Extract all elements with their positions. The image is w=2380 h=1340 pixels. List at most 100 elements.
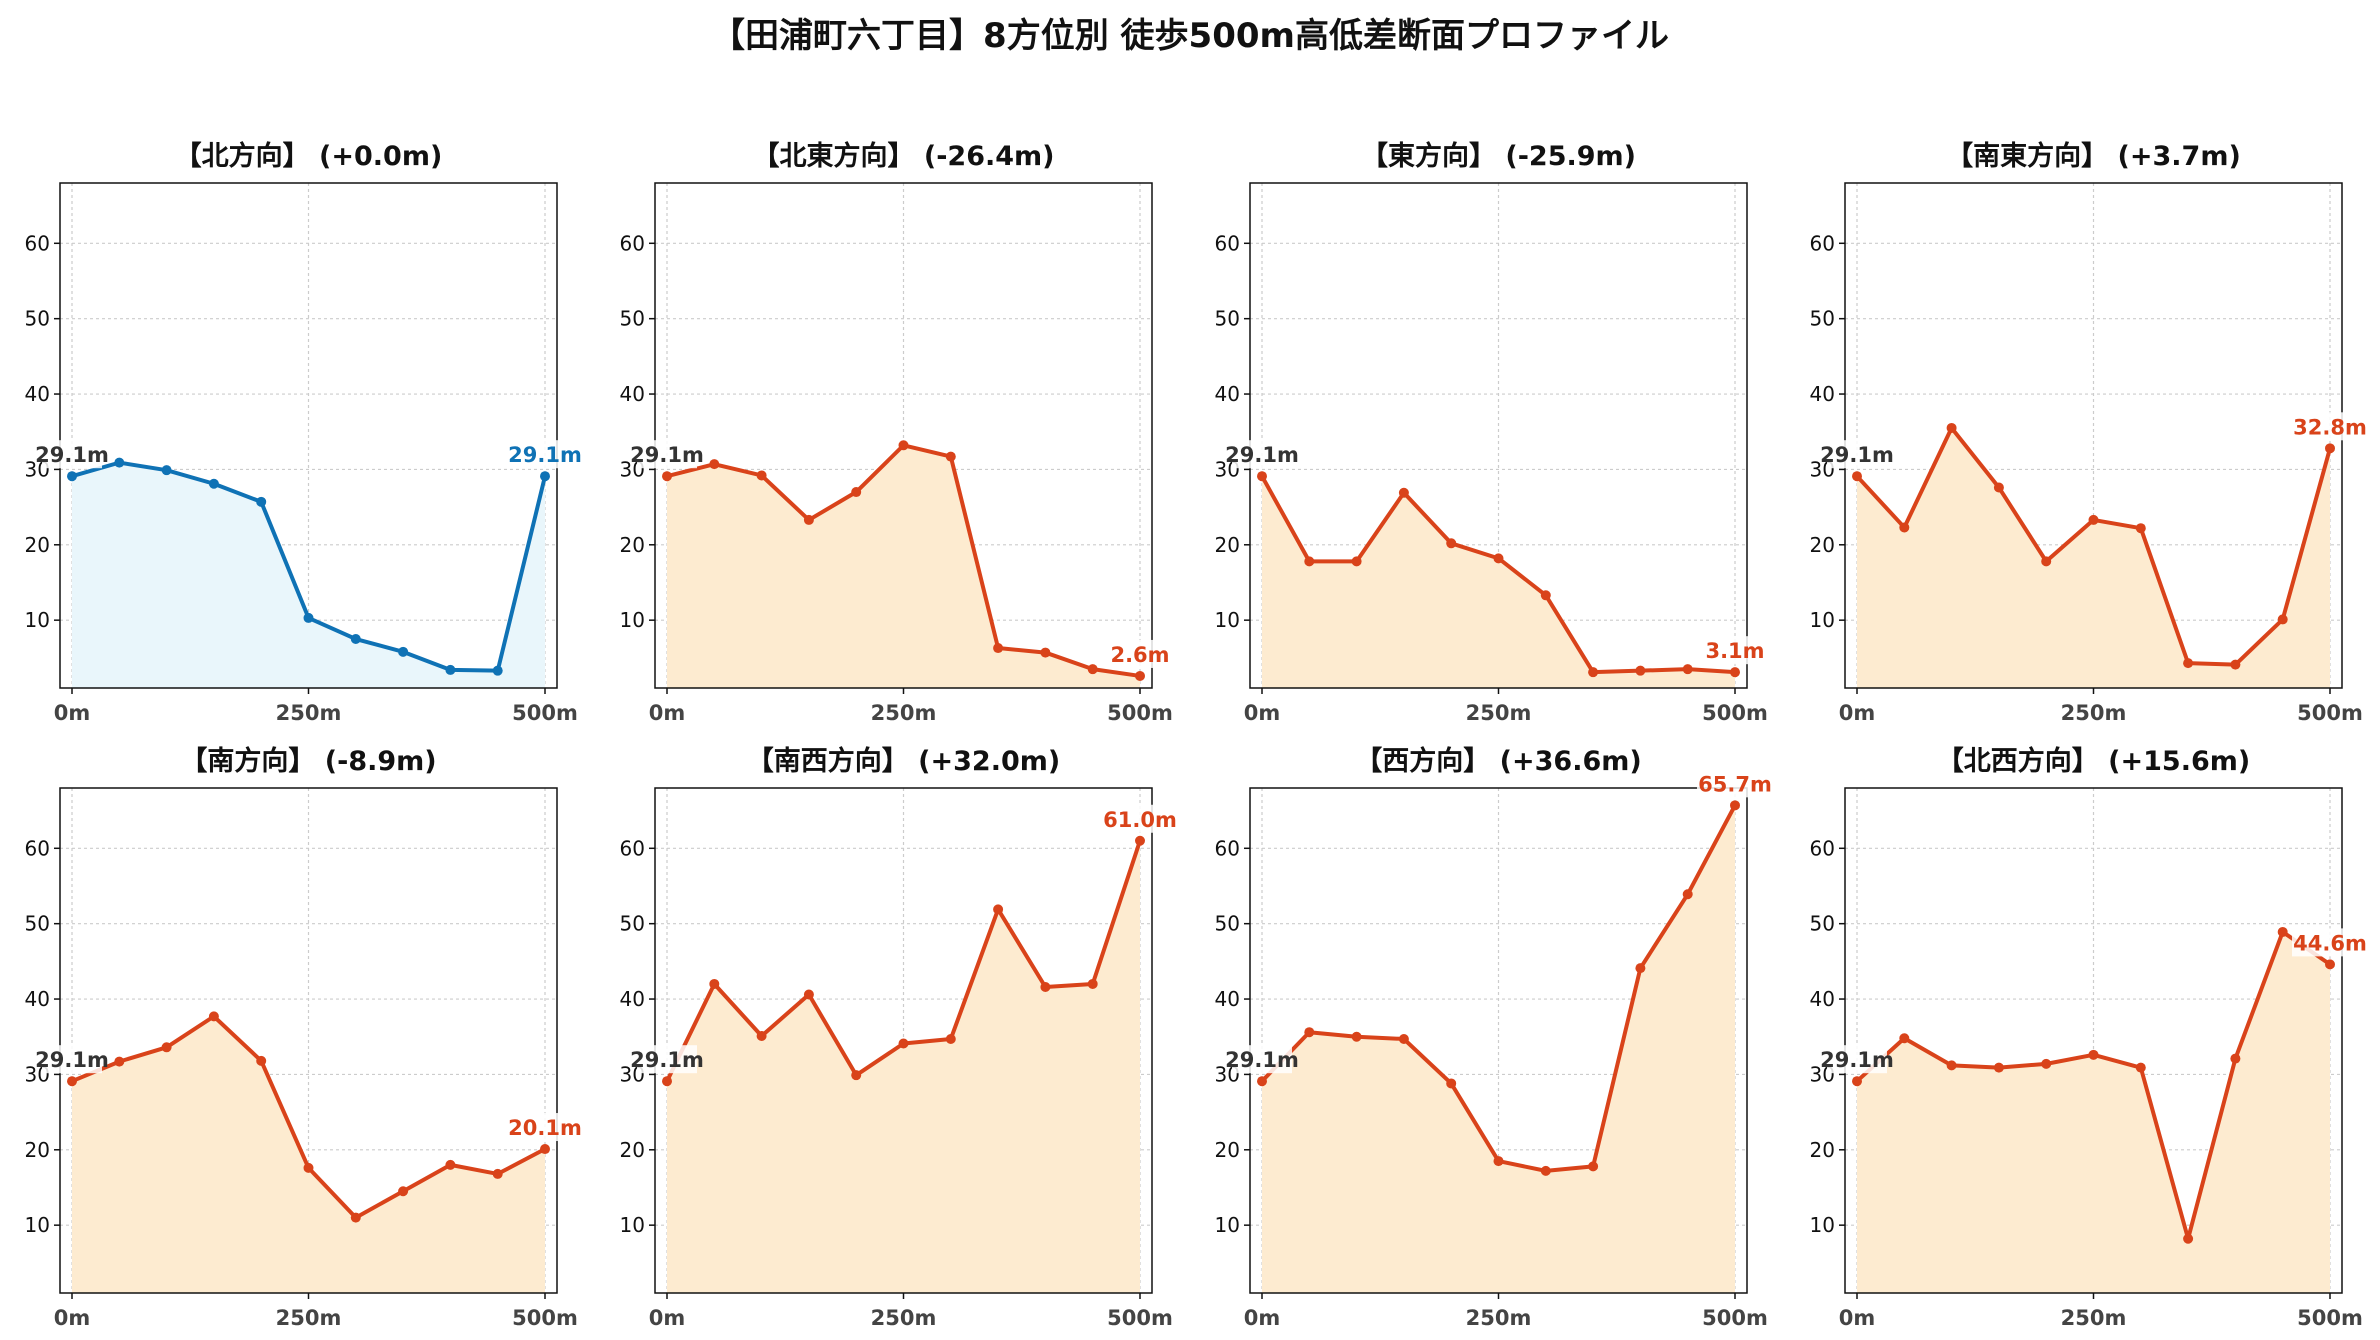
data-point bbox=[1540, 1165, 1551, 1176]
data-point bbox=[1730, 800, 1740, 811]
end-label-box bbox=[2292, 928, 2368, 957]
start-elevation-label: 29.1m bbox=[35, 1048, 109, 1072]
x-tick-label: 500m bbox=[1107, 1306, 1173, 1330]
end-label-box bbox=[507, 440, 583, 469]
end-elevation-label: 61.0m bbox=[1103, 808, 1177, 832]
x-tick-label: 0m bbox=[649, 1306, 686, 1330]
subplot-title: 【東方向】 (-25.9m) bbox=[1361, 140, 1636, 172]
data-point bbox=[1040, 981, 1051, 992]
x-tick-label: 0m bbox=[649, 701, 686, 725]
data-point bbox=[851, 487, 862, 498]
x-tick-label: 0m bbox=[1839, 1306, 1876, 1330]
start-label-box bbox=[1232, 1045, 1292, 1074]
data-point bbox=[2230, 1053, 2241, 1064]
end-label-box bbox=[1697, 636, 1773, 665]
data-point bbox=[161, 465, 172, 476]
data-point bbox=[1398, 487, 1409, 498]
end-label-box bbox=[507, 1113, 583, 1142]
x-tick-label: 500m bbox=[1107, 701, 1173, 725]
data-point bbox=[1946, 422, 1957, 433]
data-point bbox=[2088, 514, 2099, 525]
data-point bbox=[945, 451, 956, 462]
data-point bbox=[1635, 665, 1646, 676]
data-point bbox=[1351, 1031, 1362, 1042]
y-tick-label: 10 bbox=[1810, 608, 1835, 632]
data-point bbox=[756, 470, 767, 481]
data-point bbox=[445, 664, 456, 675]
subplot-title: 【南東方向】 (+3.7m) bbox=[1946, 140, 2241, 172]
data-point bbox=[756, 1030, 767, 1041]
data-point bbox=[1493, 553, 1504, 564]
y-tick-label: 20 bbox=[620, 533, 645, 557]
y-tick-label: 10 bbox=[620, 1213, 645, 1237]
y-tick-label: 40 bbox=[1215, 987, 1240, 1011]
y-tick-label: 10 bbox=[25, 608, 50, 632]
data-point bbox=[2135, 523, 2146, 534]
data-point bbox=[1993, 1062, 2004, 1073]
elevation-area bbox=[1857, 427, 2330, 688]
start-elevation-label: 29.1m bbox=[630, 443, 704, 467]
data-point bbox=[540, 1144, 550, 1155]
x-tick-label: 250m bbox=[1466, 701, 1532, 725]
x-tick-label: 500m bbox=[1702, 1306, 1768, 1330]
data-point bbox=[1446, 538, 1457, 549]
data-point bbox=[1257, 471, 1267, 482]
start-label-box bbox=[1232, 440, 1292, 469]
data-point bbox=[1398, 1033, 1409, 1044]
y-tick-label: 50 bbox=[1810, 307, 1835, 331]
data-point bbox=[208, 1011, 219, 1022]
x-tick-label: 250m bbox=[1466, 1306, 1532, 1330]
data-point bbox=[1588, 1161, 1599, 1172]
data-point bbox=[1135, 835, 1145, 846]
data-point bbox=[945, 1033, 956, 1044]
y-tick-label: 60 bbox=[1810, 836, 1835, 860]
data-point bbox=[803, 514, 814, 525]
y-tick-label: 60 bbox=[1215, 836, 1240, 860]
y-tick-label: 20 bbox=[1215, 533, 1240, 557]
y-tick-label: 40 bbox=[25, 987, 50, 1011]
data-point bbox=[303, 612, 314, 623]
end-elevation-label: 2.6m bbox=[1110, 643, 1169, 667]
x-tick-label: 250m bbox=[2061, 1306, 2127, 1330]
x-tick-label: 500m bbox=[2297, 1306, 2363, 1330]
x-tick-label: 0m bbox=[1244, 1306, 1281, 1330]
end-label-box bbox=[2292, 412, 2368, 441]
y-tick-label: 50 bbox=[620, 912, 645, 936]
start-label-box bbox=[1827, 1045, 1887, 1074]
data-point bbox=[1588, 667, 1599, 678]
y-tick-label: 20 bbox=[620, 1138, 645, 1162]
elevation-area bbox=[667, 840, 1140, 1293]
data-point bbox=[1946, 1060, 1957, 1071]
y-tick-label: 40 bbox=[1810, 987, 1835, 1011]
data-point bbox=[1446, 1078, 1457, 1089]
data-point bbox=[350, 1212, 361, 1223]
start-elevation-label: 29.1m bbox=[1225, 443, 1299, 467]
data-point bbox=[492, 1168, 503, 1179]
data-point bbox=[2041, 1058, 2052, 1069]
y-tick-label: 40 bbox=[1215, 382, 1240, 406]
y-tick-label: 50 bbox=[25, 307, 50, 331]
data-point bbox=[1351, 556, 1362, 567]
elevation-area bbox=[1262, 805, 1735, 1293]
subplot-title: 【南西方向】 (+32.0m) bbox=[747, 745, 1060, 777]
elevation-area bbox=[72, 462, 545, 688]
subplot-title: 【西方向】 (+36.6m) bbox=[1355, 745, 1641, 777]
data-point bbox=[398, 646, 409, 657]
y-tick-label: 50 bbox=[1215, 912, 1240, 936]
data-point bbox=[1682, 889, 1693, 900]
data-point bbox=[2277, 926, 2288, 937]
data-point bbox=[898, 440, 909, 451]
subplot-title: 【北西方向】 (+15.6m) bbox=[1937, 745, 2250, 777]
end-elevation-label: 3.1m bbox=[1705, 639, 1764, 663]
start-elevation-label: 29.1m bbox=[1225, 1048, 1299, 1072]
x-tick-label: 250m bbox=[871, 701, 937, 725]
y-tick-label: 60 bbox=[1810, 231, 1835, 255]
data-point bbox=[1304, 556, 1315, 567]
data-point bbox=[1087, 978, 1098, 989]
x-tick-label: 0m bbox=[1244, 701, 1281, 725]
